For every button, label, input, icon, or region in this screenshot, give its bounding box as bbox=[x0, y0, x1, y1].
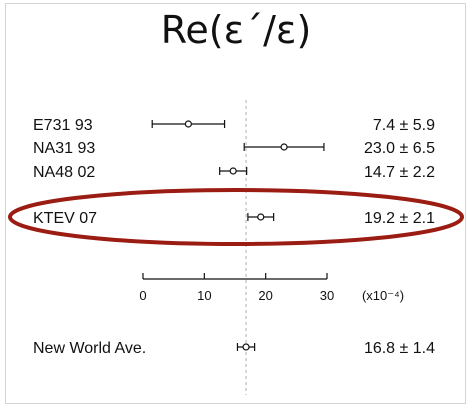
measurement-2-label: NA31 93 bbox=[33, 140, 95, 157]
x-tick-label-30: 30 bbox=[320, 288, 334, 303]
average-point bbox=[242, 343, 250, 351]
measurement-2-point bbox=[280, 143, 288, 151]
highlight-ellipse bbox=[8, 188, 464, 246]
figure-frame bbox=[5, 3, 466, 404]
measurement-4-value: 19.2 ± 2.1 bbox=[364, 210, 435, 227]
average-label: New World Ave. bbox=[33, 340, 146, 357]
measurement-3-value: 14.7 ± 2.2 bbox=[364, 164, 435, 181]
chart-title: Re(ε´/ε) bbox=[160, 8, 312, 52]
measurement-3-label: NA48 02 bbox=[33, 164, 95, 181]
measurement-1-label: E731 93 bbox=[33, 117, 93, 134]
measurement-2-value: 23.0 ± 6.5 bbox=[364, 140, 435, 157]
x-tick-label-20: 20 bbox=[258, 288, 272, 303]
measurement-1-point bbox=[184, 120, 192, 128]
measurement-4-point bbox=[257, 213, 265, 221]
average-value: 16.8 ± 1.4 bbox=[364, 340, 435, 357]
measurement-3-point bbox=[229, 167, 237, 175]
x-tick-label-10: 10 bbox=[197, 288, 211, 303]
unit-label: (x10⁻⁴) bbox=[362, 288, 404, 303]
measurement-4-label: KTEV 07 bbox=[33, 210, 97, 227]
measurement-1-value: 7.4 ± 5.9 bbox=[373, 117, 435, 134]
x-tick-label-0: 0 bbox=[139, 288, 146, 303]
